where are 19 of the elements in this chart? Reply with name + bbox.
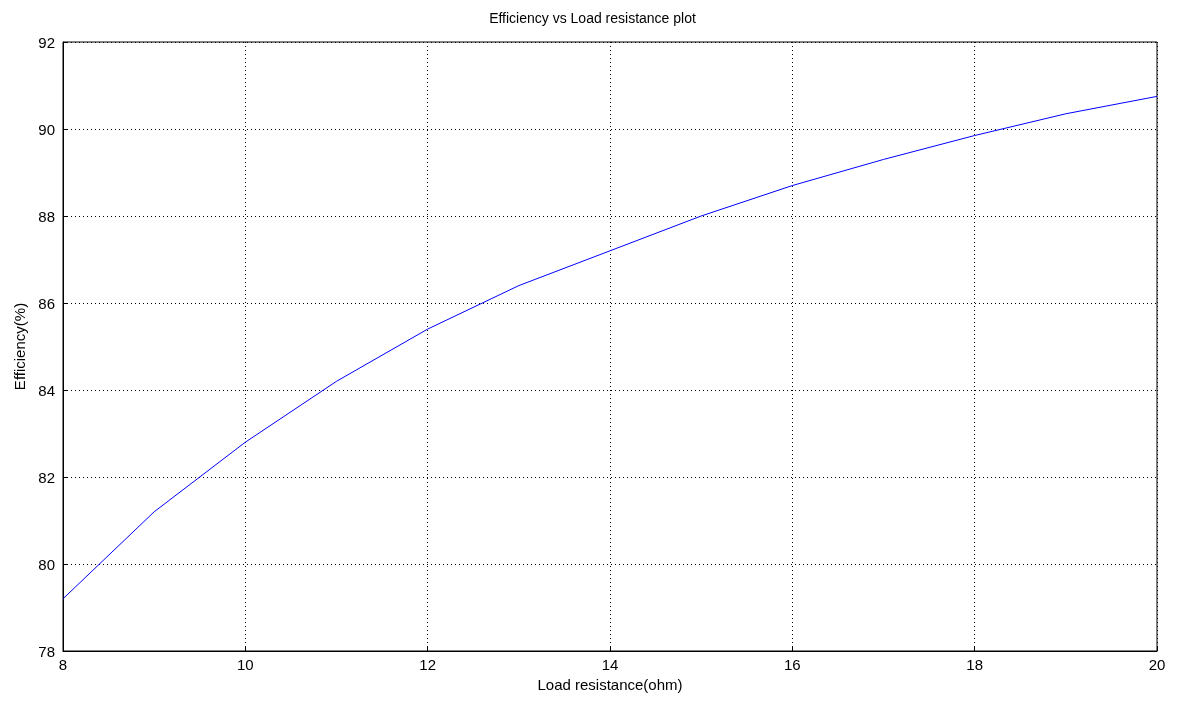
x-tick-label: 16 [783,656,801,673]
y-axis-title: Efficiency(%) [11,302,28,391]
y-tick-label: 82 [38,468,55,486]
y-tick-label: 78 [38,642,55,660]
y-tick-label: 88 [38,207,55,225]
x-tick-label: 20 [1148,656,1166,673]
y-tick-label: 80 [38,555,55,573]
y-tick-label: 86 [38,294,55,312]
y-tick-label: 90 [38,120,55,138]
x-tick-label: 12 [419,656,437,673]
x-tick-label: 8 [58,656,68,673]
x-tick-label: 18 [966,656,984,673]
x-axis-title: Load resistance(ohm) [537,675,683,693]
y-tick-label: 84 [38,381,55,399]
chart-title: Efficiency vs Load resistance plot [489,10,696,26]
x-tick-label: 14 [601,656,619,673]
y-tick-label: 92 [38,33,55,51]
x-tick-label: 10 [236,656,254,673]
line-series [62,95,1158,600]
